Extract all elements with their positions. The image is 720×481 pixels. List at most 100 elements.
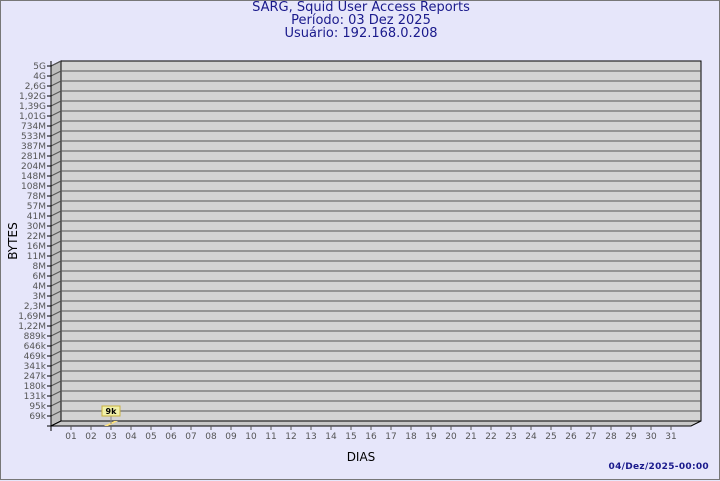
x-tick-label: 09 [225, 432, 237, 442]
y-tick-label: 1,92G [19, 92, 46, 102]
grid-line-side [50, 400, 62, 407]
y-tick-label: 204M [21, 162, 46, 172]
y-tick-label: 180k [24, 382, 47, 392]
y-tick-label: 469k [24, 352, 47, 362]
y-tick-label: 533M [21, 132, 46, 142]
chart-subtitle-user: Usuário: 192.168.0.208 [284, 26, 438, 41]
chart-subtitle-period: Período: 03 Dez 2025 [291, 13, 431, 28]
grid-line-side [50, 150, 62, 157]
bar-data-label: 9k [106, 407, 118, 416]
x-tick-label: 27 [585, 432, 596, 442]
grid-line-side [50, 250, 62, 257]
grid-line-side [50, 180, 62, 187]
x-tick-label: 02 [85, 432, 96, 442]
grid-line-side [50, 70, 62, 77]
x-tick-label: 15 [345, 432, 356, 442]
grid-line-side [50, 270, 62, 277]
grid-line-side [50, 290, 62, 297]
grid-line-side [50, 300, 62, 307]
x-tick-label: 12 [285, 432, 296, 442]
y-tick-label: 108M [21, 182, 46, 192]
y-tick-label: 6M [33, 272, 47, 282]
x-tick-label: 23 [505, 432, 516, 442]
floor [50, 420, 702, 427]
x-tick-label: 26 [565, 432, 577, 442]
grid-line-side [50, 330, 62, 337]
x-tick-label: 29 [625, 432, 637, 442]
x-tick-label: 08 [205, 432, 217, 442]
x-tick-label: 01 [65, 432, 76, 442]
y-tick-label: 78M [27, 192, 46, 202]
grid-line-side [50, 360, 62, 367]
x-tick-label: 04 [125, 432, 137, 442]
y-tick-label: 8M [33, 262, 47, 272]
grid-line-side [50, 280, 62, 287]
y-tick-label: 734M [21, 122, 46, 132]
y-tick-label: 30M [27, 222, 46, 232]
y-tick-label: 387M [21, 142, 46, 152]
grid-line-side [50, 130, 62, 137]
x-tick-label: 14 [325, 432, 337, 442]
x-tick-label: 30 [645, 432, 657, 442]
grid-line-side [50, 210, 62, 217]
grid-line-side [50, 350, 62, 357]
y-tick-label: 2,6G [25, 82, 46, 92]
grid-line-side [50, 260, 62, 267]
y-tick-label: 889k [24, 332, 47, 342]
x-tick-label: 06 [165, 432, 177, 442]
footer-timestamp: 04/Dez/2025-00:00 [608, 462, 709, 472]
x-tick-label: 25 [545, 432, 556, 442]
x-tick-label: 18 [405, 432, 417, 442]
y-tick-label: 1,39G [19, 102, 46, 112]
x-tick-label: 22 [485, 432, 496, 442]
x-tick-label: 20 [445, 432, 457, 442]
grid-line-side [50, 100, 62, 107]
grid-line-side [50, 310, 62, 317]
bar-label-box [101, 405, 121, 417]
y-tick-label: 41M [27, 212, 46, 222]
y-tick-label: 11M [27, 252, 46, 262]
x-tick-label: 03 [105, 432, 116, 442]
y-tick-label: 281M [21, 152, 46, 162]
x-tick-label: 31 [665, 432, 676, 442]
grid-line-side [50, 120, 62, 127]
x-tick-label: 21 [465, 432, 476, 442]
y-tick-label: 148M [21, 172, 46, 182]
grid-line-side [50, 200, 62, 207]
grid-line-side [50, 80, 62, 87]
y-tick-label: 16M [27, 242, 46, 252]
chart-title: SARG, Squid User Access Reports [252, 0, 470, 15]
x-tick-label: 10 [245, 432, 257, 442]
grid-line-side [50, 380, 62, 387]
y-tick-label: 1,69M [18, 312, 46, 322]
grid-line-side [50, 160, 62, 167]
grid-line-side [50, 390, 62, 397]
x-tick-label: 07 [185, 432, 196, 442]
y-tick-label: 247k [24, 372, 47, 382]
grid-line-side [50, 340, 62, 347]
grid-line-side [50, 410, 62, 417]
y-tick-label: 5G [33, 62, 46, 72]
y-tick-label: 131k [24, 392, 47, 402]
grid-line-side [50, 230, 62, 237]
y-tick-label: 1,01G [19, 112, 46, 122]
y-tick-label: 1,22M [18, 322, 46, 332]
y-tick-label: 2,3M [24, 302, 46, 312]
grid-line-side [50, 110, 62, 117]
grid-line-side [50, 220, 62, 227]
y-tick-label: 3M [33, 292, 47, 302]
grid-line-side [50, 370, 62, 377]
grid-line-side [50, 320, 62, 327]
x-tick-label: 19 [425, 432, 437, 442]
x-axis-label: DIAS [347, 450, 376, 464]
grid-line-side [50, 140, 62, 147]
y-tick-label: 69k [29, 412, 46, 422]
grid-line-side [50, 240, 62, 247]
y-tick-label: 95k [29, 402, 46, 412]
y-tick-label: 57M [27, 202, 46, 212]
x-tick-label: 17 [385, 432, 396, 442]
x-tick-label: 28 [605, 432, 617, 442]
y-tick-label: 341k [24, 362, 47, 372]
y-tick-label: 22M [27, 232, 46, 242]
